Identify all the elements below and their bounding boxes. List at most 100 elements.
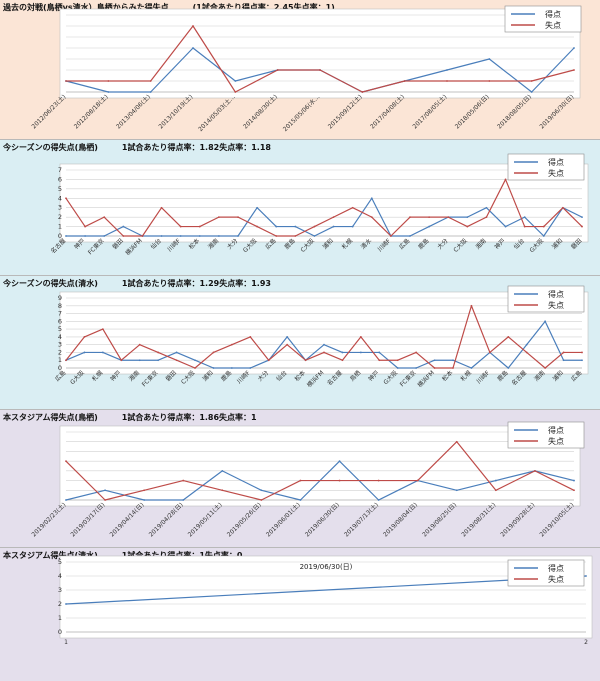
data-point-concede <box>416 479 419 482</box>
data-point-score <box>409 235 411 237</box>
data-point-score <box>83 351 86 354</box>
data-point-score <box>544 320 547 323</box>
series-line-concede <box>65 178 583 237</box>
y-tick-label: 6 <box>58 175 62 183</box>
data-point-concede <box>138 343 141 346</box>
data-point-concede <box>351 206 354 209</box>
y-tick-label: 8 <box>58 302 62 310</box>
y-tick-label: 1 <box>58 356 62 364</box>
data-point-concede <box>452 367 454 369</box>
data-point-concede <box>175 359 178 362</box>
data-point-score <box>122 225 125 228</box>
data-point-concede <box>359 335 362 338</box>
data-point-concede <box>141 235 144 237</box>
x-tick-label: 2012/08/18(土) <box>72 93 110 131</box>
data-point-concede <box>504 178 507 181</box>
data-point-score <box>101 351 104 354</box>
legend-box <box>507 559 585 587</box>
data-point-score <box>433 359 436 362</box>
data-point-concede <box>65 460 67 463</box>
data-point-score <box>294 225 297 228</box>
line-chart: 01234567名古屋 神戸 FC東京 磐田 横浜FM 仙台 川崎F 松本 湘南 大分 G大阪 広島鹿… <box>49 153 589 257</box>
data-point-score <box>485 206 488 209</box>
x-tick-label: 2015/09/12(土) <box>326 93 364 131</box>
data-point-score <box>65 499 67 501</box>
data-point-concede <box>230 343 233 346</box>
y-tick-label: 7 <box>58 166 62 174</box>
data-point-score <box>182 499 185 501</box>
data-point-concede <box>249 335 252 338</box>
x-tick-label: 2019/10/05(土) <box>538 501 576 539</box>
data-point-score <box>525 343 528 346</box>
y-tick-label: 5 <box>58 325 62 333</box>
chart-title: 今シーズンの得失点(清水) 1試合あたり得点率：1.29失点率：1.93 <box>3 279 271 288</box>
y-tick-label: 3 <box>58 341 62 349</box>
data-point-concede <box>286 343 289 346</box>
data-point-score <box>179 235 182 237</box>
data-point-score <box>455 489 458 492</box>
line-chart: 2012/06/23(土) 2012/08/18(土) 2013/04/06(土) 2… <box>30 5 582 133</box>
data-point-concede <box>561 206 564 209</box>
data-point-score <box>370 197 373 200</box>
legend-label-score: 得点 <box>548 157 564 167</box>
data-point-score <box>230 367 233 369</box>
x-tick-label: 2019/05/11(土) <box>186 501 224 539</box>
data-point-concede <box>409 216 411 219</box>
data-point-score <box>378 351 381 354</box>
data-point-score <box>581 359 583 362</box>
data-point-score <box>377 499 380 501</box>
data-point-concede <box>107 80 110 82</box>
data-point-concede <box>332 216 335 219</box>
data-point-score <box>523 216 526 219</box>
data-point-score <box>562 359 565 362</box>
chart-title: 本スタジアム得失点(鳥栖) 1試合あたり得点率：1.86失点率：1 <box>3 413 257 422</box>
x-tick-label: 2014/05/03(土… <box>196 93 236 133</box>
data-point-concede <box>562 351 565 354</box>
y-tick-label: 3 <box>58 586 62 594</box>
legend-label-concede: 失点 <box>548 436 564 446</box>
data-point-concede <box>65 359 67 362</box>
x-tick-label: 2019/07/13(土) <box>342 501 380 539</box>
data-point-score <box>286 335 289 338</box>
data-point-score <box>103 235 106 237</box>
data-point-score <box>221 469 224 472</box>
data-point-score <box>573 479 575 482</box>
data-point-score <box>299 499 302 501</box>
data-point-score <box>428 225 431 228</box>
chart-title: 今シーズンの得失点(鳥栖) 1試合あたり得点率：1.82失点率：1.18 <box>3 143 271 152</box>
line-chart: 0123456789広島 G大阪 札幌 神戸 湘南 FC東京 磐田 C大阪 浦和 鹿島 川崎F 大分仙… <box>53 285 589 389</box>
data-point-score <box>359 351 362 354</box>
data-point-concede <box>217 216 220 219</box>
data-point-score <box>332 225 335 228</box>
data-point-score <box>341 351 344 354</box>
data-point-score <box>313 235 316 237</box>
x-tick-label: 2019/04/14(日) <box>109 501 146 538</box>
data-point-score <box>452 359 454 362</box>
data-point-score <box>84 235 87 237</box>
legend-label-score: 得点 <box>548 563 564 573</box>
plot-area <box>59 163 589 243</box>
data-point-concede <box>542 225 545 228</box>
data-point-concede <box>157 351 160 354</box>
data-point-score <box>504 225 507 228</box>
x-tick-label: 2018/08/05(日) <box>496 93 533 130</box>
data-point-score <box>530 91 533 93</box>
data-point-concede <box>573 489 575 492</box>
data-point-concede <box>338 479 341 482</box>
data-point-score <box>160 235 163 237</box>
data-point-concede <box>370 216 373 219</box>
data-point-concede <box>488 80 491 82</box>
data-point-score <box>338 460 341 463</box>
y-tick-label: 3 <box>58 204 62 212</box>
data-point-concede <box>120 359 123 362</box>
data-point-score <box>198 235 201 237</box>
x-tick-label: 2019/08/04(日) <box>382 501 419 538</box>
data-point-concede <box>276 69 279 71</box>
data-point-score <box>494 479 497 482</box>
y-tick-label: 0 <box>58 232 62 240</box>
data-point-score <box>585 575 587 577</box>
